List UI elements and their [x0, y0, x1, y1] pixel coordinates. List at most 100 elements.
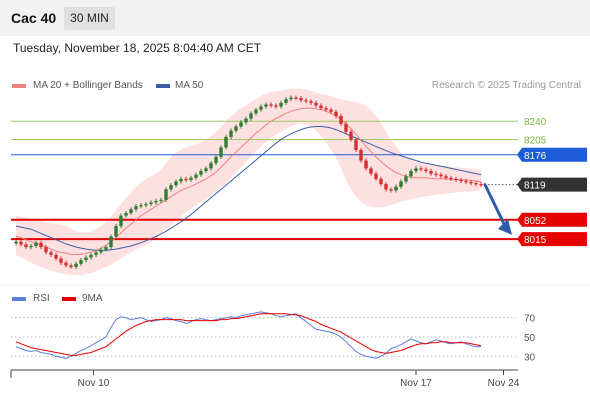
candle-body: [309, 101, 313, 103]
rsi-ma-line: [15, 313, 482, 356]
symbol-title: Cac 40: [11, 10, 57, 26]
level-tag-8240: 8240: [524, 117, 547, 128]
candle-body: [204, 168, 208, 172]
candle-body: [304, 100, 308, 102]
ma20-swatch: [12, 84, 26, 88]
ma50-line: [15, 126, 482, 251]
x-tick-label: Nov 17: [400, 378, 432, 389]
candle-body: [224, 136, 228, 148]
level-tag-8205: 8205: [524, 136, 547, 147]
level-tag-8052: 8052: [517, 212, 587, 227]
level-tag-bg: [517, 177, 587, 192]
candle-body: [364, 160, 368, 169]
candle-body: [29, 245, 33, 248]
candle-body: [249, 113, 253, 119]
candle-body: [389, 189, 393, 191]
level-tag-bg: [517, 147, 587, 162]
ma20-line: [15, 107, 482, 255]
level-tag-text: 8176: [524, 151, 547, 162]
candle-body: [114, 226, 118, 237]
level-tag-text: 8205: [524, 136, 547, 147]
candle-body: [124, 212, 128, 216]
candle-body: [419, 168, 423, 170]
candle-body: [279, 102, 283, 107]
candle-body: [324, 108, 328, 110]
candle-body: [409, 171, 413, 177]
candle-body: [189, 177, 193, 180]
ma20-legend-label: MA 20 + Bollinger Bands: [33, 80, 143, 91]
level-tag-text: 8119: [524, 181, 546, 192]
level-tag-8176: 8176: [517, 147, 587, 162]
candle-body: [129, 209, 133, 213]
candle-body: [259, 106, 263, 110]
level-tag-text: 8052: [524, 216, 547, 227]
candle-body: [284, 99, 288, 103]
price-legend: MA 20 + Bollinger Bands MA 50 Research ©…: [0, 79, 590, 93]
candle-body: [59, 258, 63, 263]
candle-body: [369, 168, 373, 174]
candle-body: [99, 249, 103, 253]
candle-body: [74, 263, 78, 267]
level-tag-bg: [517, 232, 587, 247]
candle-body: [154, 200, 158, 203]
rsi-ma-swatch: [62, 297, 76, 301]
candle-body: [479, 184, 483, 186]
candle-body: [94, 252, 98, 255]
candle-body: [334, 111, 338, 116]
candle-body: [239, 122, 243, 127]
candle-body: [314, 102, 318, 106]
candle-body: [174, 181, 178, 186]
candle-body: [299, 98, 303, 101]
candle-body: [414, 168, 418, 172]
candle-body: [264, 104, 268, 107]
candle-body: [244, 118, 248, 123]
candle-body: [164, 189, 168, 200]
level-tag-text: 8015: [524, 235, 547, 246]
level-tag-8119: 8119: [517, 177, 587, 192]
candle-body: [429, 171, 433, 174]
candle-body: [134, 206, 138, 210]
candle-body: [169, 185, 173, 190]
candle-body: [449, 177, 453, 180]
candle-body: [209, 163, 213, 169]
level-tag-8015: 8015: [517, 232, 587, 247]
candle-body: [89, 254, 93, 258]
timeframe-button[interactable]: 30 MIN: [64, 7, 115, 30]
rsi-tick-label: 50: [524, 333, 536, 344]
candle-body: [144, 204, 148, 206]
candle-body: [444, 176, 448, 178]
candle-body: [394, 186, 398, 191]
rsi-line: [15, 311, 481, 359]
candle-body: [109, 236, 113, 248]
candle-body: [379, 178, 383, 185]
rsi-legend-label: RSI: [33, 293, 50, 304]
x-tick-label: Nov 24: [488, 378, 520, 389]
candle-body: [434, 173, 438, 175]
candle-body: [119, 215, 123, 227]
candle-body: [34, 242, 38, 246]
rsi-tick-label: 30: [524, 352, 536, 363]
candle-body: [269, 104, 273, 106]
candle-body: [219, 147, 223, 157]
candle-body: [199, 171, 203, 175]
candle-body: [139, 205, 143, 207]
level-tag-text: 8240: [524, 117, 547, 128]
candle-body: [39, 242, 43, 248]
candle-body: [354, 139, 358, 151]
candle-body: [49, 252, 53, 255]
candle-body: [289, 97, 293, 100]
candle-body: [254, 109, 258, 114]
candle-body: [54, 254, 58, 259]
candle-body: [64, 262, 68, 266]
candle-body: [159, 199, 163, 202]
candle-body: [194, 174, 198, 178]
candle-body: [344, 123, 348, 132]
candle-body: [469, 182, 473, 184]
candle-body: [374, 173, 378, 179]
candle-body: [384, 184, 388, 190]
candle-body: [234, 126, 238, 131]
candle-body: [474, 183, 478, 185]
candle-body: [149, 202, 153, 205]
candle-body: [424, 169, 428, 172]
